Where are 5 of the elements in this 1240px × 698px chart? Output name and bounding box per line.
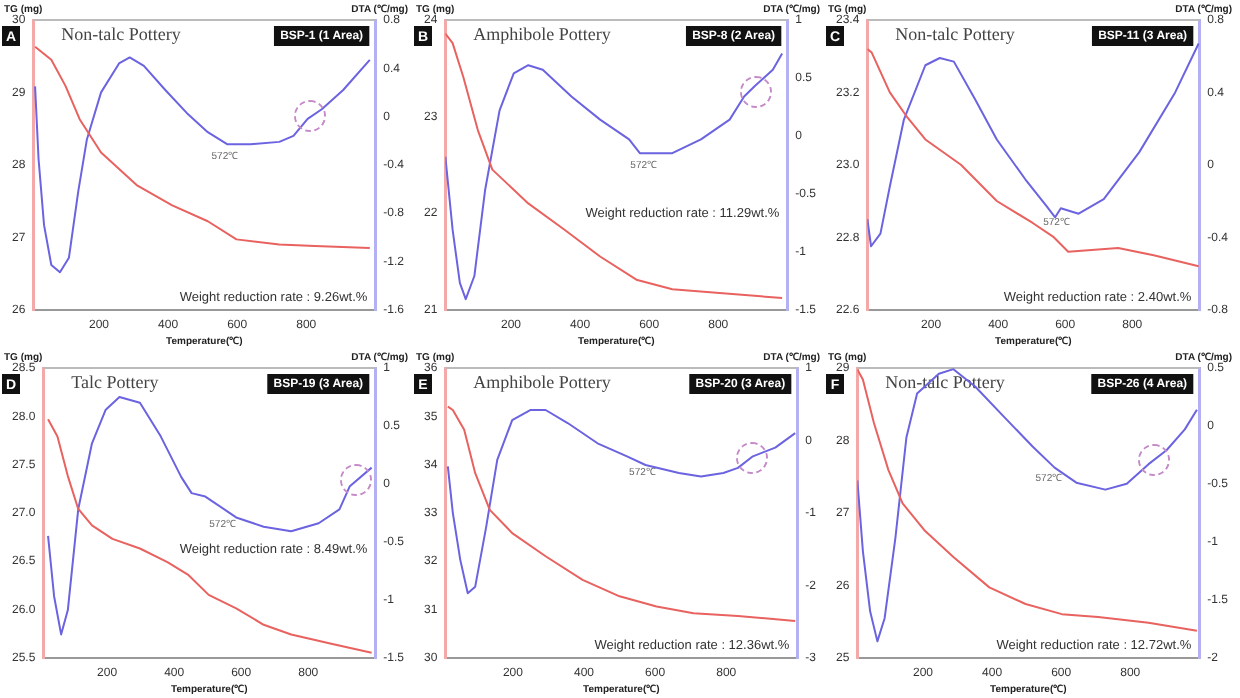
chart-title: Amphibole Pottery xyxy=(473,23,612,44)
chart-title: Amphibole Pottery xyxy=(473,371,612,392)
chart-title: Non-talc Pottery xyxy=(61,23,182,44)
chart-title: Talc Pottery xyxy=(71,371,160,392)
chart-title: Non-talc Pottery xyxy=(895,23,1016,44)
